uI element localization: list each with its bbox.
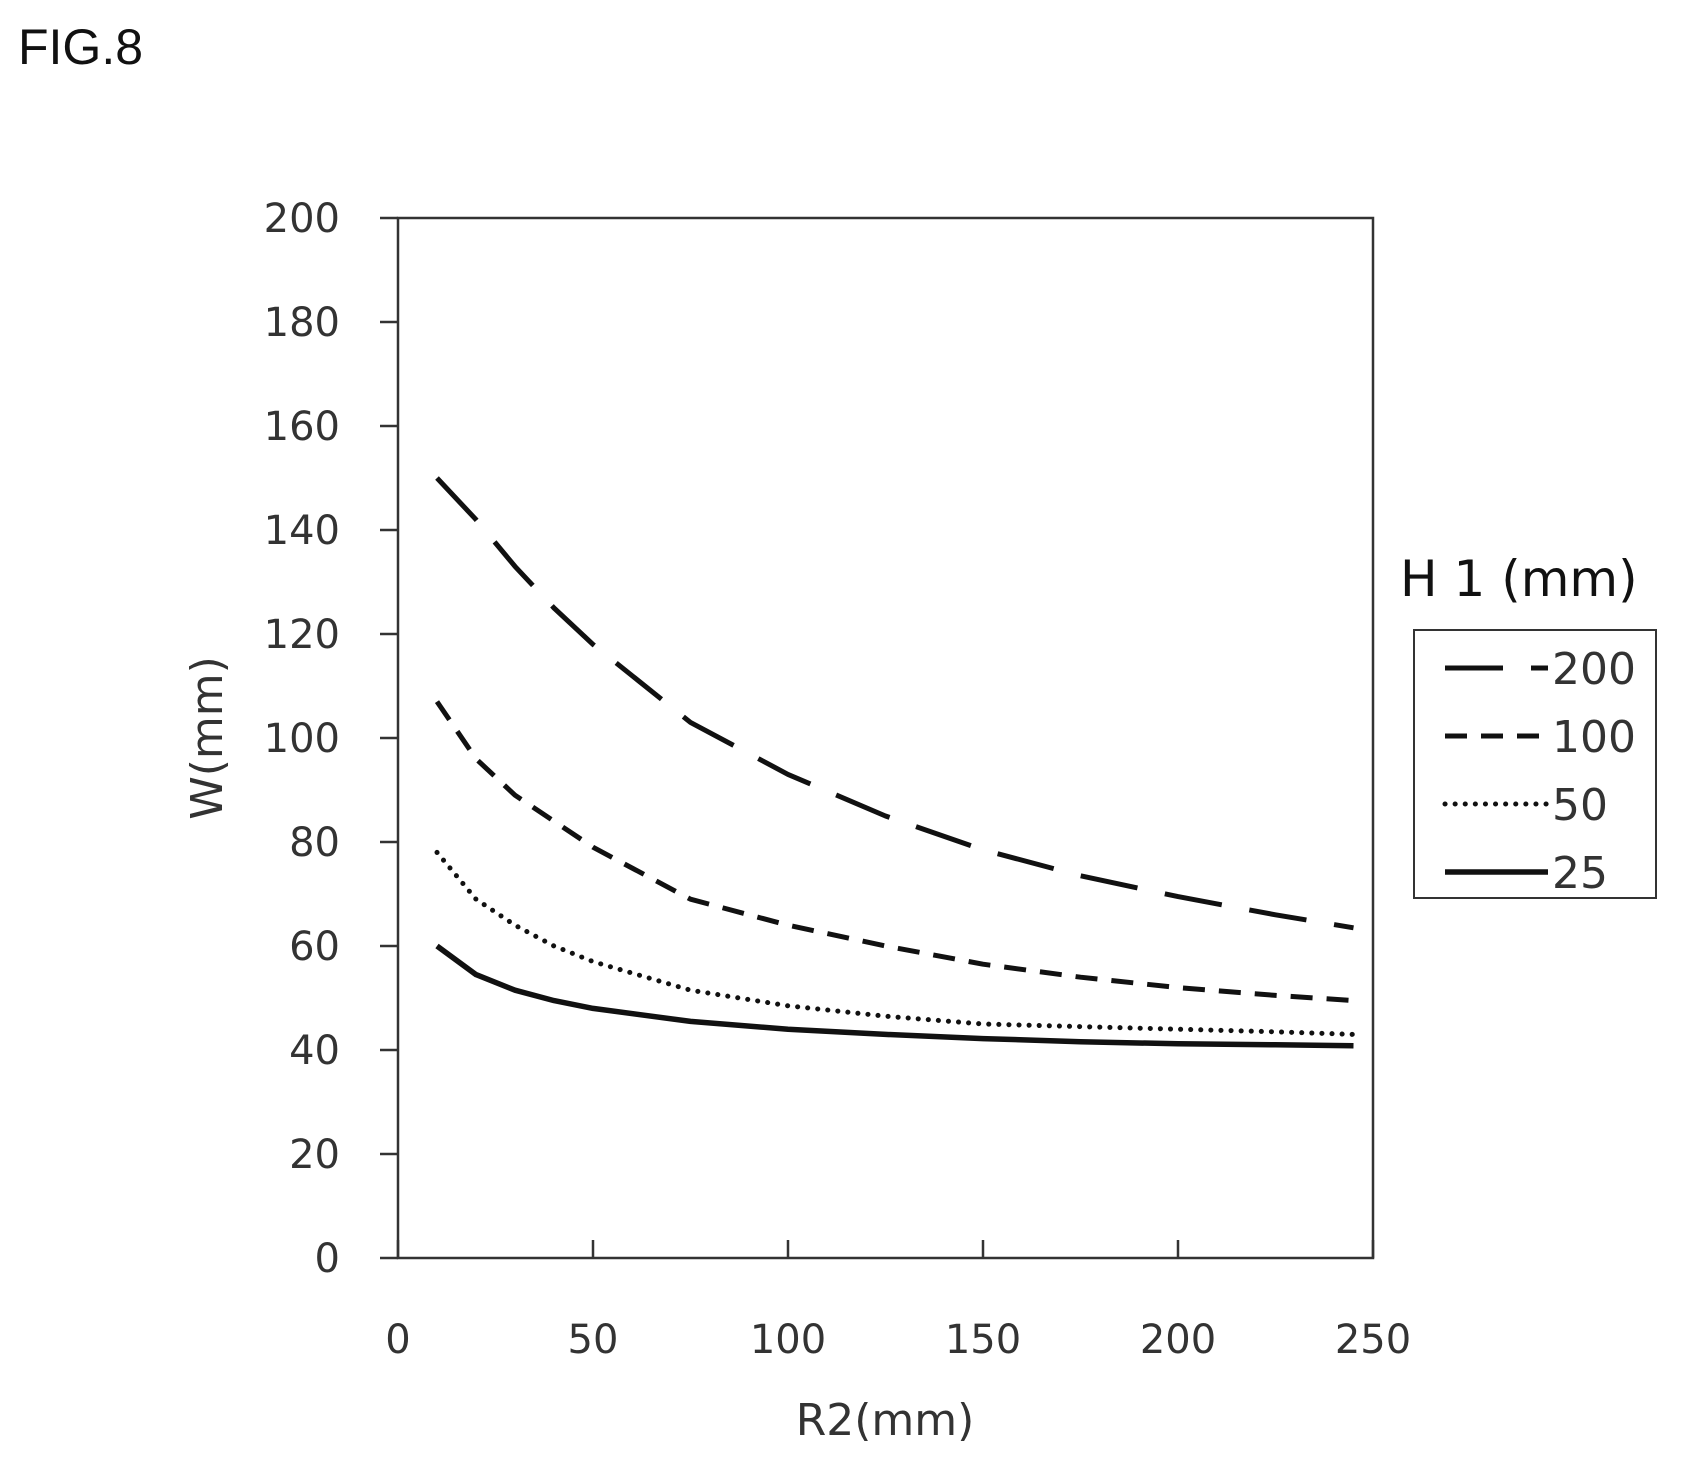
plot-frame: [396, 216, 1375, 1260]
x-tick-label: 150: [945, 1317, 1021, 1363]
x-axis: 0 50 100 150 200 250: [385, 1240, 1411, 1363]
figure-label: FIG.8: [18, 19, 144, 75]
series-line-50: [434, 849, 1356, 1037]
x-tick-label: 200: [1140, 1317, 1216, 1363]
series-line-25: [435, 943, 1354, 1049]
y-tick-label: 80: [289, 820, 340, 866]
x-tick-label: 0: [385, 1317, 410, 1363]
x-tick-label: 50: [568, 1317, 619, 1363]
x-tick-label: 250: [1335, 1317, 1411, 1363]
x-tick-label: 100: [750, 1317, 826, 1363]
y-axis: 0 20 40 60 80 100 120 140 160 180 200: [264, 196, 398, 1282]
y-tick-label: 0: [315, 1236, 340, 1282]
series-layer: [434, 476, 1356, 1049]
legend-title: H 1 (mm): [1400, 550, 1638, 608]
y-tick-label: 120: [264, 612, 340, 658]
y-axis-title: W(mm): [182, 656, 233, 820]
y-tick-label: 20: [289, 1132, 340, 1178]
y-tick-label: 180: [264, 300, 340, 346]
y-tick-label: 100: [264, 716, 340, 762]
legend-items: 200 100 50 25: [1442, 644, 1636, 899]
legend-label-200: 200: [1552, 644, 1636, 695]
x-axis-title: R2(mm): [796, 1395, 975, 1446]
y-tick-label: 160: [264, 404, 340, 450]
y-tick-label: 60: [289, 924, 340, 970]
y-tick-label: 40: [289, 1028, 340, 1074]
series-line-100: [434, 700, 1354, 1004]
legend: H 1 (mm) 200 100 50 25: [1400, 550, 1657, 899]
series-line-200: [435, 476, 1354, 931]
y-tick-label: 140: [264, 508, 340, 554]
legend-label-50: 50: [1552, 780, 1608, 831]
legend-label-100: 100: [1552, 712, 1636, 763]
y-tick-label: 200: [264, 196, 340, 242]
legend-box: [1413, 629, 1657, 899]
legend-label-25: 25: [1552, 848, 1608, 899]
